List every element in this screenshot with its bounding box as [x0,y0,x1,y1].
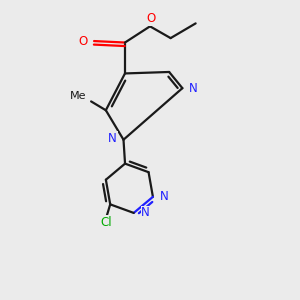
Text: N: N [160,190,169,203]
Text: O: O [147,13,156,26]
Text: Me: Me [70,91,86,100]
Text: Cl: Cl [100,215,112,229]
Text: N: N [108,132,117,145]
Text: O: O [78,34,88,48]
Text: N: N [189,82,198,95]
Text: N: N [141,206,150,219]
